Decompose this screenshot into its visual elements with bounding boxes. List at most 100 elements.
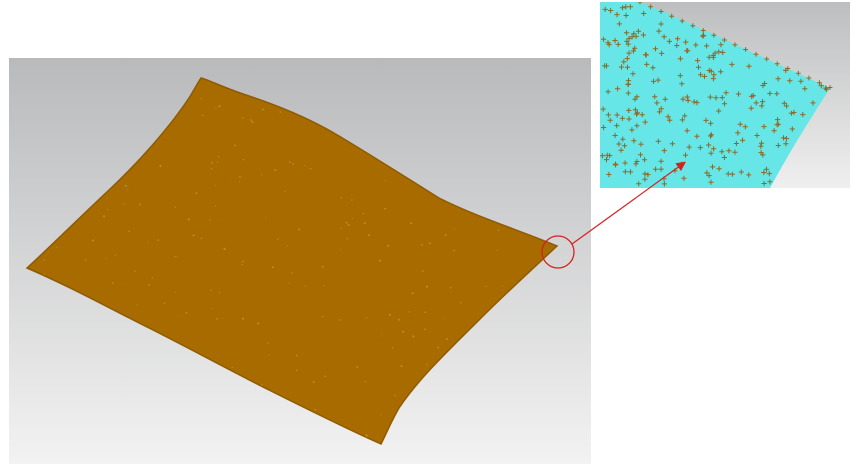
surface-speck [43, 273, 45, 276]
surface-speck [231, 366, 233, 368]
point-marker [623, 12, 629, 19]
point-marker [771, 128, 777, 134]
surface-speck [292, 163, 295, 165]
surface-speck [209, 219, 211, 221]
point-marker [677, 73, 683, 79]
point-marker [638, 141, 644, 147]
edge-point-marker [669, 13, 675, 19]
point-marker [614, 112, 620, 118]
surface-speck [424, 328, 426, 331]
surface-speck [234, 144, 237, 147]
point-marker [603, 157, 610, 163]
point-marker [677, 56, 683, 62]
surface-speck [485, 285, 487, 288]
point-marker [767, 179, 773, 185]
point-marker [713, 95, 719, 101]
point-marker [618, 64, 625, 70]
surface-speck [91, 239, 95, 242]
point-marker [632, 96, 638, 102]
surface-speck [378, 259, 381, 262]
point-marker [615, 41, 621, 47]
point-marker [601, 124, 607, 131]
surface-speck [174, 256, 176, 258]
point-marker [685, 97, 691, 104]
surface-speck [314, 408, 317, 411]
point-marker [632, 45, 638, 51]
point-marker [635, 28, 641, 34]
point-marker [766, 171, 772, 177]
point-marker [695, 64, 702, 70]
point-marker [630, 48, 636, 54]
point-marker [700, 33, 706, 39]
surface-speck [365, 317, 368, 319]
surface-speck [321, 265, 324, 268]
point-marker [691, 99, 697, 105]
point-marker [680, 96, 686, 102]
surface-speck [211, 308, 213, 310]
point-marker [684, 128, 690, 134]
point-marker [740, 137, 746, 143]
point-marker [761, 180, 767, 187]
edge-point-marker [637, 2, 643, 5]
surface-speck [339, 319, 341, 321]
point-marker [624, 38, 630, 44]
point-marker [658, 106, 664, 112]
point-marker [642, 119, 648, 125]
surface-speck [380, 413, 382, 415]
point-marker [735, 130, 741, 136]
surface-speck [347, 224, 350, 226]
point-marker [737, 121, 743, 127]
point-marker [658, 21, 664, 27]
point-marker [612, 132, 618, 139]
point-marker [818, 83, 824, 89]
point-marker [685, 48, 691, 54]
surface-speck [265, 216, 267, 218]
surface-speck [250, 119, 252, 121]
point-marker [810, 100, 816, 106]
surface-speck [412, 335, 415, 338]
point-marker [694, 133, 700, 139]
surface-speck [362, 212, 364, 215]
point-marker [708, 150, 714, 156]
point-marker [640, 32, 646, 38]
point-marker [629, 127, 635, 133]
surface-speck [363, 222, 366, 225]
surface-speck [295, 369, 298, 371]
surface-speck [114, 254, 117, 257]
point-marker [711, 72, 717, 78]
point-marker [600, 106, 606, 112]
surface-speck [151, 277, 153, 279]
point-marker [781, 100, 787, 106]
surface-speck [157, 239, 160, 241]
point-marker [721, 101, 728, 107]
surface-speck [408, 311, 410, 313]
surface-speck [185, 311, 188, 314]
point-marker [682, 113, 688, 119]
surface-speck [286, 245, 288, 247]
surface-speck [322, 315, 324, 318]
surface-speck [304, 285, 307, 288]
surface-speck [268, 354, 270, 356]
surface-speck [459, 301, 462, 304]
magnified-point-cloud-icon [600, 2, 850, 188]
point-marker [620, 136, 626, 142]
surface-speck [241, 317, 245, 320]
surface-speck [136, 304, 138, 306]
surface-speck [356, 366, 359, 369]
surface-speck [218, 105, 221, 108]
surface-speck [210, 289, 213, 291]
surface-speck [502, 285, 504, 287]
point-marker [606, 42, 612, 48]
surface-speck [284, 190, 286, 192]
point-marker [621, 59, 627, 65]
point-marker [683, 39, 689, 45]
point-marker [758, 140, 765, 146]
point-marker [652, 46, 659, 52]
point-marker [775, 142, 781, 149]
point-marker [697, 145, 703, 151]
point-marker [774, 91, 780, 97]
surface-speck [210, 161, 213, 164]
edge-point-marker [743, 47, 748, 52]
point-marker [723, 90, 729, 96]
surface-speck [138, 203, 141, 206]
